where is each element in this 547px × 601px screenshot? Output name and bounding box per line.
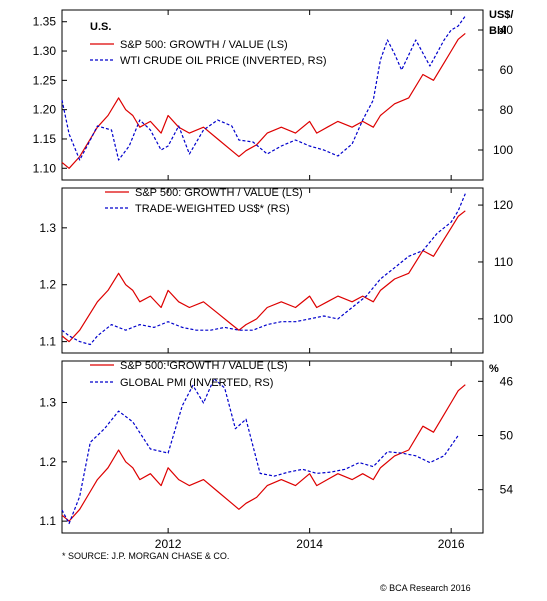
right-tick-label: 54 (500, 483, 514, 497)
series-line-right (61, 378, 459, 525)
right-tick-label: 100 (493, 143, 513, 157)
panel-3: 1.1 1.2 1.3 46 50 54 S&P 500: GROWTH / VALUE (… (39, 360, 514, 534)
left-tick-label: 1.3 (39, 396, 56, 410)
right-tick-label: 50 (500, 428, 514, 442)
left-tick-label: 1.15 (33, 132, 57, 146)
series-line-right (61, 193, 466, 346)
right-tick-label: 100 (493, 312, 513, 326)
panel-frame (61, 9, 484, 181)
legend-label: S&P 500: GROWTH / VALUE (LS) (135, 187, 303, 199)
legend-label: GLOBAL PMI (INVERTED, RS) (120, 377, 273, 389)
left-tick-label: 1.2 (39, 278, 56, 292)
series-line-right (61, 15, 466, 161)
series-line-left (61, 210, 466, 343)
right-tick-label: 120 (493, 198, 513, 212)
left-tick-label: 1.3 (39, 221, 56, 235)
left-tick-label: 1.35 (33, 15, 57, 29)
right-tick-label: 80 (500, 103, 514, 117)
panel-frame (61, 360, 484, 534)
legend-label: S&P 500: GROWTH / VALUE (LS) (120, 360, 288, 372)
series-line-left (61, 32, 466, 169)
series-line-left (61, 384, 466, 522)
x-tick-label: 2012 (155, 537, 182, 551)
x-tick-label: 2016 (438, 537, 465, 551)
left-tick-label: 1.1 (39, 335, 56, 349)
right-tick-label: 46 (500, 374, 514, 388)
region-label: U.S. (90, 21, 111, 33)
left-tick-label: 1.2 (39, 455, 56, 469)
copyright-credit: © BCA Research 2016 (380, 583, 471, 593)
right-tick-label: 60 (500, 63, 514, 77)
right-units-label: US$/ (489, 9, 513, 21)
left-tick-label: 1.10 (33, 161, 57, 175)
right-tick-label: 40 (500, 23, 514, 37)
panel-2: 1.1 1.2 1.3 100 110 120 S&P 500: GROWTH / VALU… (39, 187, 513, 354)
legend-label: TRADE-WEIGHTED US$* (RS) (135, 203, 290, 215)
legend-label: WTI CRUDE OIL PRICE (INVERTED, RS) (120, 55, 327, 67)
source-footnote: * SOURCE: J.P. MORGAN CHASE & CO. (62, 551, 230, 561)
x-tick-label: 2014 (296, 537, 323, 551)
panel-frame (61, 187, 484, 354)
legend-label: S&P 500: GROWTH / VALUE (LS) (120, 39, 288, 51)
right-tick-label: 110 (494, 255, 513, 269)
left-tick-label: 1.1 (39, 514, 56, 528)
panel-1: 1.10 1.15 1.20 1.25 1.30 1.35 40 60 80 100 S&P 500… (33, 9, 514, 181)
right-units-label: Bbl (489, 25, 507, 37)
right-units-label: % (489, 363, 499, 375)
left-tick-label: 1.25 (33, 73, 57, 87)
left-tick-label: 1.20 (33, 103, 57, 117)
left-tick-label: 1.30 (33, 44, 57, 58)
